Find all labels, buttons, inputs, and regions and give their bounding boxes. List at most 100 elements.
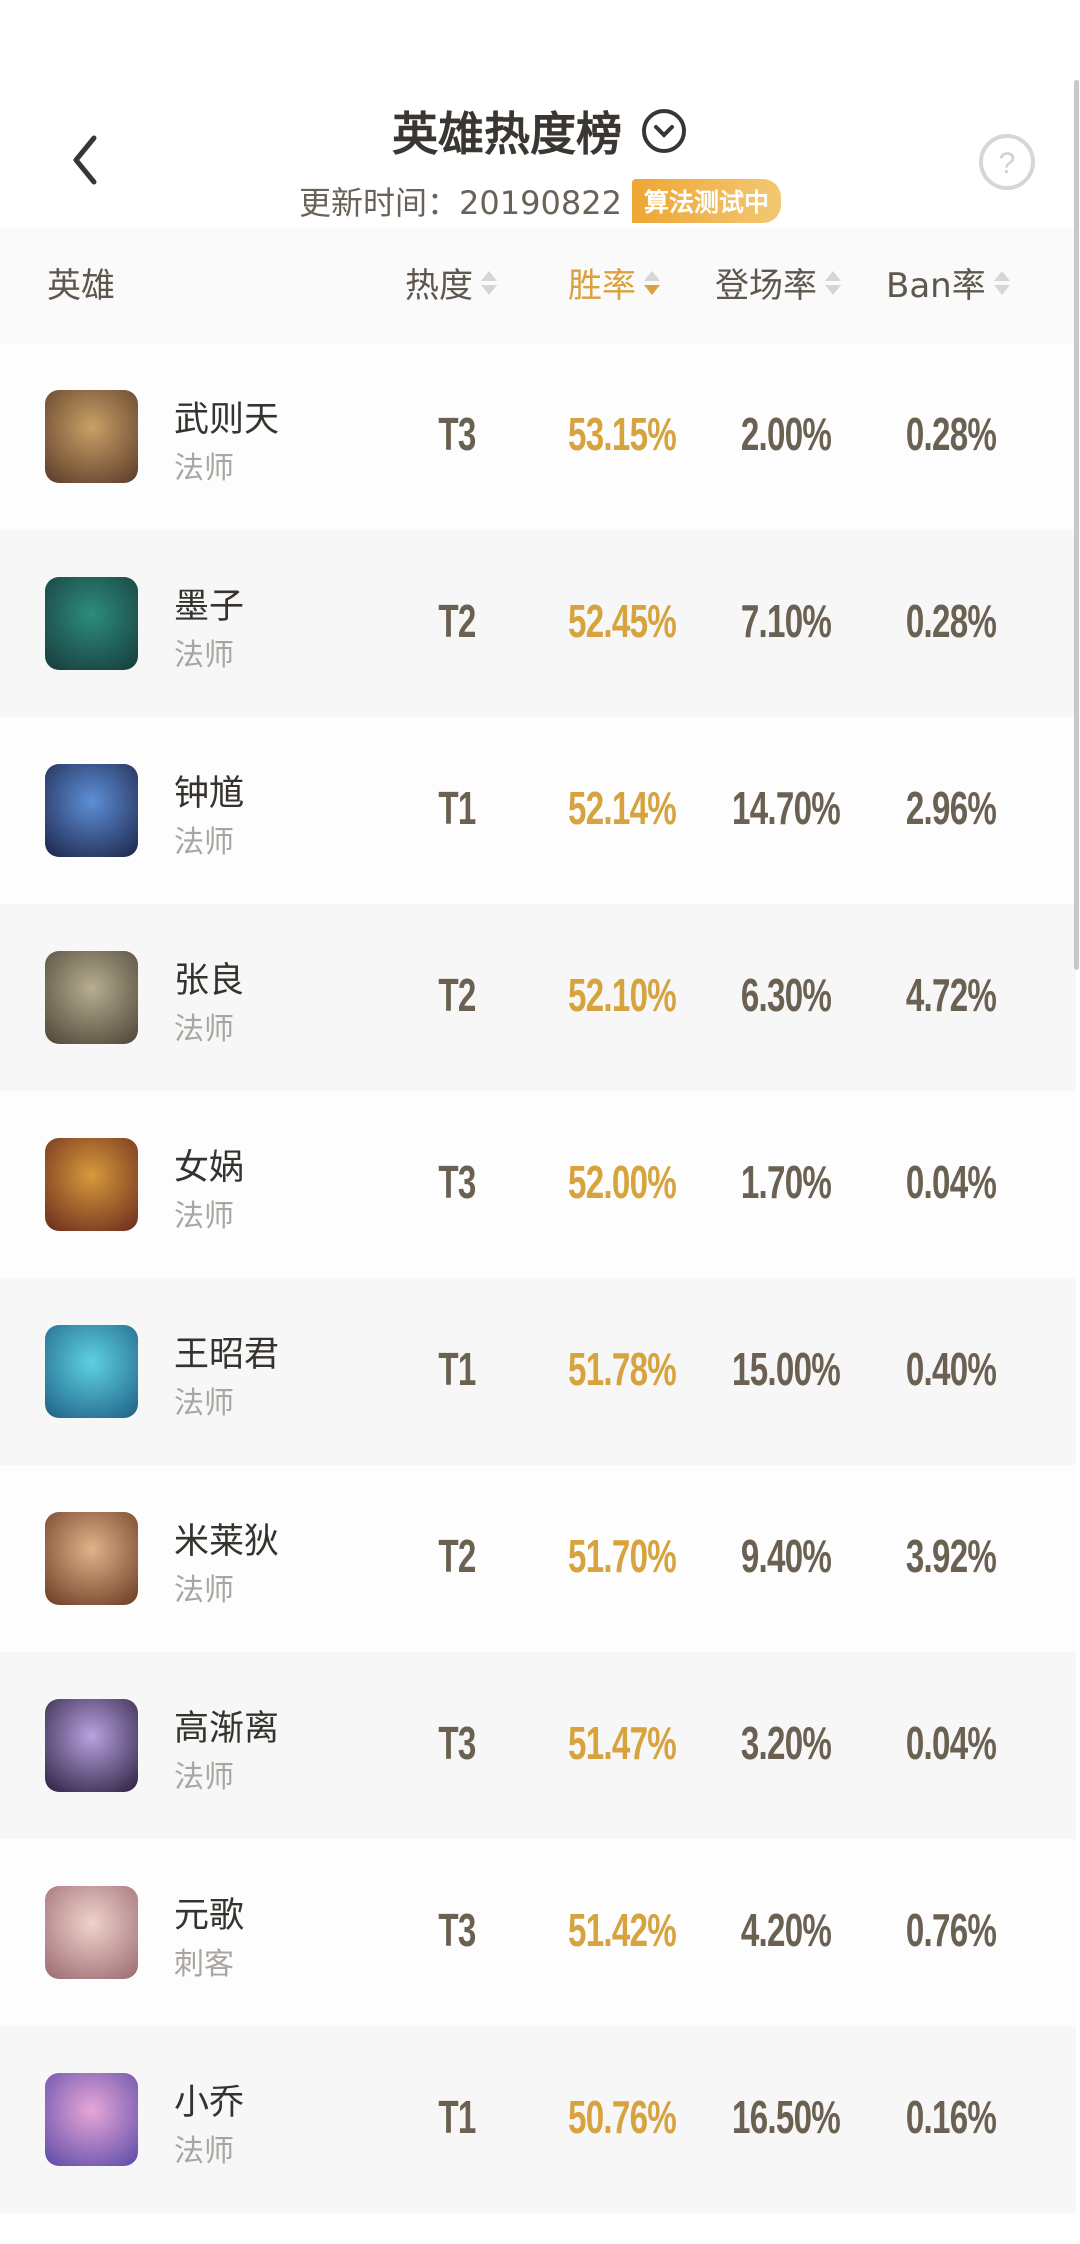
hero-win-rate: 51.78% [567,1343,677,1395]
hero-ban-rate: 0.76% [905,1904,997,1956]
hero-win-rate: 51.42% [567,1904,677,1956]
hero-ban-rate: 3.92% [905,1530,997,1582]
scrollbar[interactable] [1074,80,1079,970]
sort-arrows-icon [993,270,1010,295]
hero-name: 女娲 [174,1148,245,1188]
help-icon[interactable]: ? [978,133,1036,191]
hero-row[interactable]: 米莱狄 法师 T2 51.70% 9.40% 3.92% [0,1465,1076,1652]
svg-text:?: ? [999,147,1016,180]
hero-ban-rate: 0.16% [905,2091,997,2143]
hero-row[interactable]: 元歌 刺客 T3 51.42% 4.20% 0.76% [0,1839,1076,2026]
hero-name: 王昭君 [174,1335,280,1375]
hero-tier: T1 [438,2091,476,2143]
hero-row[interactable]: 高渐离 法师 T3 51.47% 3.20% 0.04% [0,1652,1076,1839]
chevron-down-circle-icon[interactable] [640,107,688,155]
algorithm-test-badge: 算法测试中 [631,179,781,223]
hero-ban-rate: 0.04% [905,1717,997,1769]
hero-pick-rate: 16.50% [731,2091,841,2143]
hero-tier: T1 [438,782,476,834]
hero-pick-rate: 14.70% [731,782,841,834]
hero-avatar [45,1699,138,1792]
hero-role: 法师 [174,1386,234,1421]
hero-pick-rate: 9.40% [740,1530,832,1582]
hero-name: 钟馗 [174,774,245,814]
hero-row[interactable]: 王昭君 法师 T1 51.78% 15.00% 0.40% [0,1278,1076,1465]
hero-avatar [45,1512,138,1605]
column-hero-label: 英雄 [47,266,115,306]
hero-role: 法师 [174,1012,234,1047]
top-bar: 英雄热度榜 更新时间：20190822 算法测试中 ? [0,0,1080,228]
hero-win-rate: 53.15% [567,408,677,460]
hero-row[interactable]: 小乔 法师 T1 50.76% 16.50% 0.16% [0,2026,1076,2213]
hero-name: 米莱狄 [174,1522,280,1562]
sort-pick[interactable]: 登场率 [715,258,841,307]
hero-pick-rate: 4.20% [740,1904,832,1956]
hero-tier: T3 [438,408,476,460]
hero-pick-rate: 2.00% [740,408,832,460]
hero-tier: T2 [438,1530,476,1582]
hero-role: 法师 [174,1573,234,1608]
sort-ban[interactable]: Ban率 [886,258,1010,307]
hero-pick-rate: 1.70% [740,1156,832,1208]
back-chevron-icon[interactable] [62,130,112,190]
sort-arrows-icon [644,270,660,295]
hero-name: 武则天 [174,400,280,440]
hero-tier: T3 [438,1717,476,1769]
hero-ban-rate: 0.28% [905,595,997,647]
table-header: 英雄 热度 胜率 登场率 Ban率 [0,228,1076,343]
hero-avatar [45,1886,138,1979]
hero-ban-rate: 4.72% [905,969,997,1021]
column-pick-label: 登场率 [715,266,817,306]
sort-arrows-icon [825,270,841,295]
hero-role: 法师 [174,451,234,486]
column-ban-label: Ban率 [886,266,986,306]
hero-row[interactable]: 墨子 法师 T2 52.45% 7.10% 0.28% [0,530,1076,717]
hero-win-rate: 51.47% [567,1717,677,1769]
hero-name: 高渐离 [174,1709,280,1749]
hero-win-rate: 51.70% [567,1530,677,1582]
hero-tier: T3 [438,1156,476,1208]
hero-row[interactable]: 钟馗 法师 T1 52.14% 14.70% 2.96% [0,717,1076,904]
hero-name: 元歌 [174,1896,245,1936]
hero-row[interactable]: 武则天 法师 T3 53.15% 2.00% 0.28% [0,343,1076,530]
hero-pick-rate: 15.00% [731,1343,841,1395]
hero-tier: T2 [438,595,476,647]
sort-win[interactable]: 胜率 [568,258,660,307]
hero-name: 墨子 [174,587,245,627]
hero-avatar [45,390,138,483]
sort-arrows-icon [481,270,497,295]
update-time: 更新时间：20190822 [299,184,622,222]
hero-name: 小乔 [174,2083,245,2123]
hero-role: 法师 [174,638,234,673]
hero-pick-rate: 7.10% [740,595,832,647]
column-heat-label: 热度 [405,266,473,306]
column-hero: 英雄 [47,258,115,307]
hero-avatar [45,2073,138,2166]
hero-name: 张良 [174,961,245,1001]
hero-win-rate: 52.14% [567,782,677,834]
hero-pick-rate: 3.20% [740,1717,832,1769]
hero-win-rate: 52.00% [567,1156,677,1208]
hero-row[interactable]: 女娲 法师 T3 52.00% 1.70% 0.04% [0,1091,1076,1278]
hero-role: 法师 [174,2134,234,2169]
hero-row[interactable]: 张良 法师 T2 52.10% 6.30% 4.72% [0,904,1076,1091]
hero-tier: T1 [438,1343,476,1395]
sort-heat[interactable]: 热度 [405,258,497,307]
hero-avatar [45,951,138,1044]
hero-ban-rate: 0.28% [905,408,997,460]
hero-win-rate: 52.45% [567,595,677,647]
hero-ban-rate: 0.04% [905,1156,997,1208]
hero-avatar [45,577,138,670]
hero-tier: T3 [438,1904,476,1956]
hero-pick-rate: 6.30% [740,969,832,1021]
column-win-label: 胜率 [568,266,636,306]
hero-avatar [45,1325,138,1418]
hero-role: 法师 [174,1760,234,1795]
hero-ban-rate: 0.40% [905,1343,997,1395]
page-title: 英雄热度榜 [392,107,622,161]
hero-ban-rate: 2.96% [905,782,997,834]
hero-avatar [45,1138,138,1231]
hero-role: 法师 [174,825,234,860]
hero-role: 法师 [174,1199,234,1234]
hero-role: 刺客 [174,1947,234,1982]
